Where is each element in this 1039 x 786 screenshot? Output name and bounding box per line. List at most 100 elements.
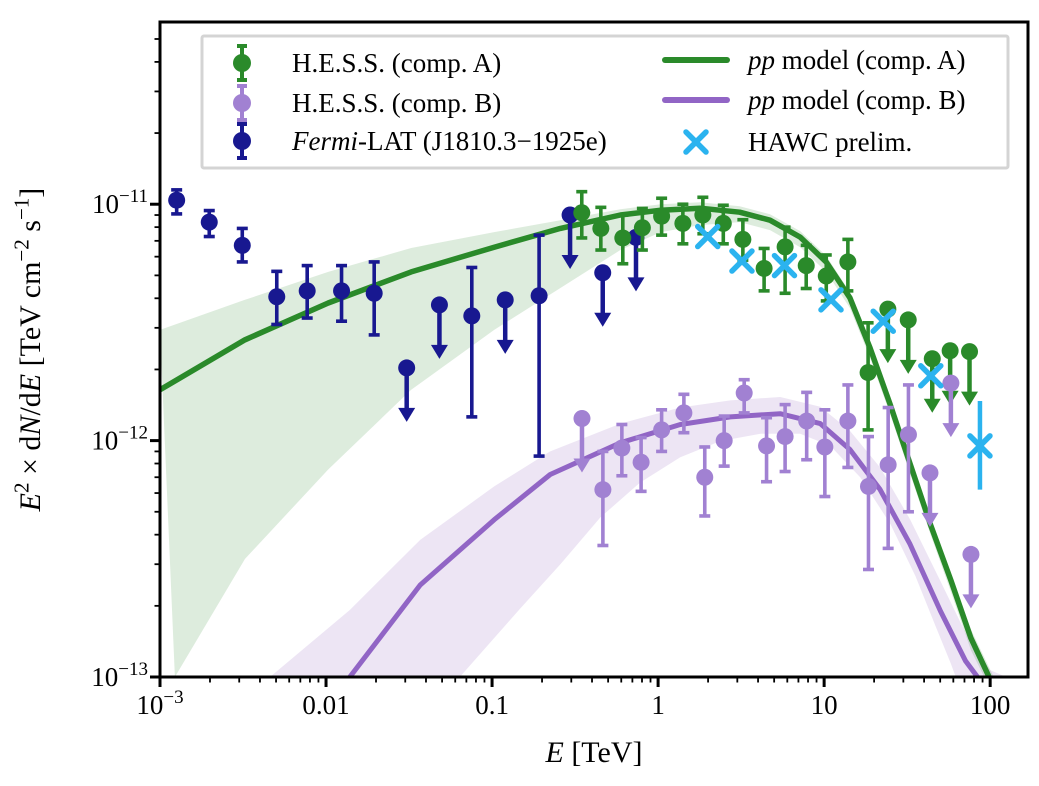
series-hess-comp-b-point [859,477,877,495]
series-hawc [694,223,993,490]
series-fermi-lat-upper-limit-arrow [627,277,645,292]
hawc-x-marker [771,252,798,279]
series-hess-comp-a-point [839,253,857,271]
series-hess-comp-a-point [633,219,651,237]
series-fermi-lat-point [398,359,416,377]
hawc-x-marker [918,363,944,389]
x-tick-label: 0.1 [475,690,509,720]
series-fermi-lat-upper-limit-arrow [561,255,579,270]
legend-entry: HAWC prelim. [683,127,912,157]
series-fermi-lat-point [268,288,286,306]
series-fermi-lat-point [233,236,251,254]
legend-marker-dot [233,54,251,72]
series-fermi-lat [168,188,645,458]
series-hess-comp-a-upper-limit-arrow [899,359,917,374]
series-hess-comp-b-upper-limit-arrow [962,594,980,609]
series-hess-comp-b-point [632,453,650,471]
hawc-x-marker [870,308,896,334]
series-hess-comp-b-upper-limit-arrow [942,423,960,438]
series-fermi-lat-point [463,307,481,325]
series-hess-comp-b-point [573,410,591,428]
x-axis-label: E [TeV] [544,736,642,769]
series-hess-comp-a-point [614,229,632,247]
series-hess-comp-b-point [921,464,939,482]
y-tick-label: 10−12 [91,423,148,456]
series-fermi-lat-point [430,296,448,314]
series-hess-comp-a-point [941,342,959,360]
x-tick-label: 1 [651,690,665,720]
series-fermi-lat-point [200,213,218,231]
x-tick-label: 10−3 [136,687,183,720]
series-hess-comp-b-point [839,412,857,430]
legend-frame [200,34,1010,170]
series-hess-comp-a-point [817,267,835,285]
series-hess-comp-b-point [696,468,714,486]
y-axis-label: E2 × dN/dE [TeV cm−2 s−1] [10,188,47,513]
series-hess-comp-b-point [653,421,671,439]
series-hess-comp-a-point [961,343,979,361]
series-hess-comp-b-point [594,481,612,499]
series-fermi-lat-point [496,291,514,309]
series-hess-comp-a-upper-limit-arrow [879,349,897,364]
series-hess-comp-a-upper-limit-arrow [923,398,941,413]
series-hess-comp-b-point [816,438,834,456]
legend-label: H.E.S.S. (comp. B) [292,88,501,118]
series-fermi-lat-point [298,282,316,300]
y-tick-label: 10−11 [92,186,148,219]
legend-entry: pp model (comp. B) [662,85,965,115]
series-hess-comp-b-point [735,384,753,402]
hawc-x-marker [967,433,993,459]
x-tick-label: 0.01 [302,690,349,720]
x-tick-label: 10 [811,690,838,720]
series-hess-comp-b-point [879,456,897,474]
series-hess-comp-b-point [798,412,816,430]
legend-marker-dot [233,94,251,112]
series-hess-comp-a-point [592,219,610,237]
legend-label: H.E.S.S. (comp. A) [292,48,501,78]
legend-entry: H.E.S.S. (comp. A) [233,44,501,82]
series-hess-comp-b-point [715,432,733,450]
series-hess-comp-b-point [942,374,960,392]
series-fermi-lat-point [168,191,186,209]
series-hess-comp-b-point [758,437,776,455]
legend-label: Fermi-LAT (J1810.3−1925e) [291,126,607,156]
series-fermi-lat-point [365,284,383,302]
series-hess-comp-b [573,374,980,609]
model-curves [160,205,992,677]
legend-entry: Fermi-LAT (J1810.3−1925e) [233,122,607,160]
legend-entry: H.E.S.S. (comp. B) [233,84,501,122]
legend-x-marker [683,129,709,155]
series-hess-comp-a-point [573,204,591,222]
plot-frame [158,20,1030,679]
series-hess-comp-a-upper-limit-arrow [961,391,979,406]
series-fermi-lat-upper-limit-arrow [430,344,448,359]
series-hess-comp-b-upper-limit-arrow [573,458,591,473]
series-fermi-lat-point [594,264,612,282]
series-hess-comp-a-point [923,350,941,368]
series-hess-comp-b-point [776,428,794,446]
series-hess-comp-b-point [613,439,631,457]
series-hess-comp-b-upper-limit-arrow [921,512,939,527]
series-hess-comp-a-point [776,238,794,256]
model-curve-comp-a [160,205,992,677]
model-bands [160,202,1007,677]
tick-labels: 10−3 0.01 0.1 1 10 100 10−11 10−12 10−13 [91,186,1010,720]
hawc-x-marker [729,248,755,274]
series-hess-comp-a-point [674,214,692,232]
series-hess-comp-a-point [859,364,877,382]
series-hess-comp-b-point [675,404,693,422]
y-tick-label: 10−13 [91,659,148,692]
x-tick-label: 100 [970,690,1011,720]
series-hess-comp-a-point [797,257,815,275]
legend-label: pp model (comp. B) [746,85,965,115]
legend-label: pp model (comp. A) [746,45,965,75]
series-hess-comp-a-point [755,259,773,277]
series-fermi-lat-upper-limit-arrow [594,312,612,327]
legend-entry: pp model (comp. A) [662,45,965,75]
model-band-comp-a [160,202,994,677]
series-fermi-lat-upper-limit-arrow [398,407,416,422]
model-curve-comp-b [347,411,980,677]
series-hess-comp-b-point [899,426,917,444]
